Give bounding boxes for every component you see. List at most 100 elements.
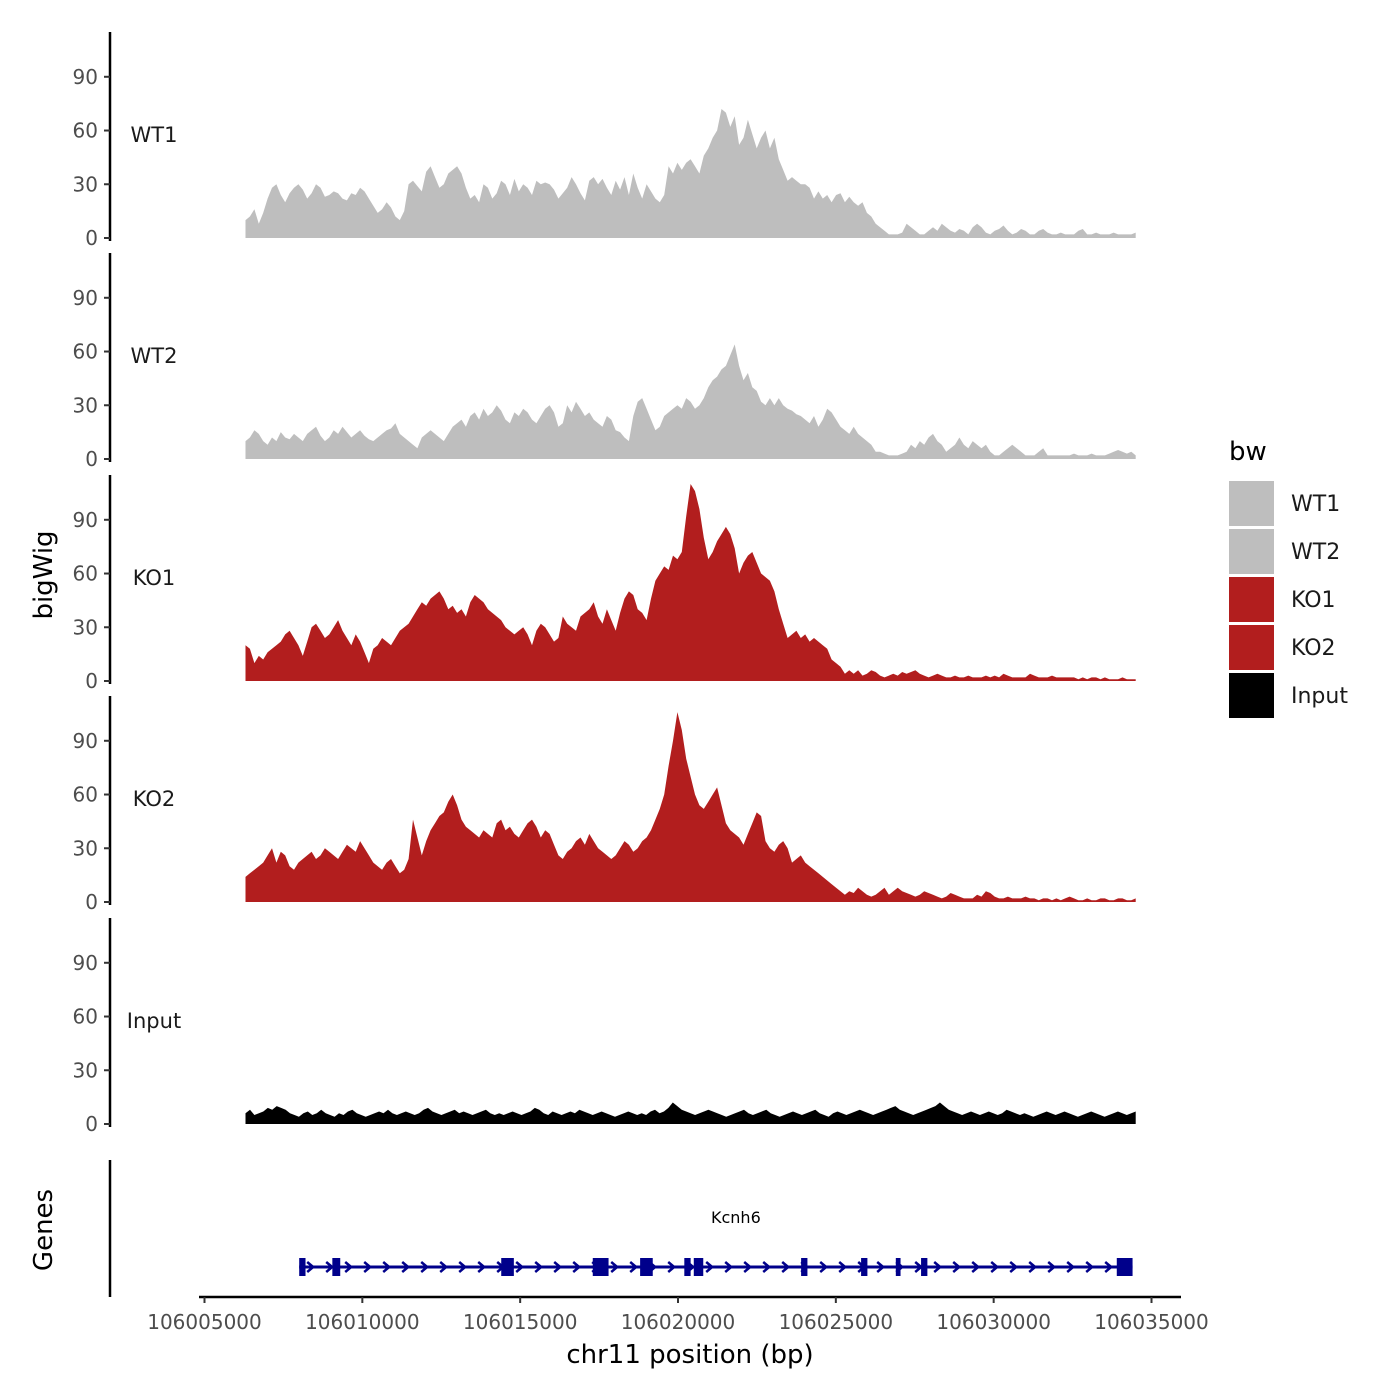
y-tick-label: 90 xyxy=(73,729,98,753)
y-tick-label: 60 xyxy=(73,1005,98,1029)
track-label-ko2: KO2 xyxy=(133,787,176,811)
legend-label-wt2: WT2 xyxy=(1291,540,1340,565)
y-tick-label: 60 xyxy=(73,562,98,586)
strand-arrow xyxy=(306,1261,316,1273)
track-ko2: 0 30 60 90 KO2 xyxy=(73,696,1136,914)
y-tick-label: 0 xyxy=(85,669,98,693)
y-tick-label: 30 xyxy=(73,1058,98,1082)
strand-arrow xyxy=(363,1261,373,1273)
y-tick-label: 30 xyxy=(73,615,98,639)
strand-arrow xyxy=(667,1261,677,1273)
strand-arrow xyxy=(1066,1261,1076,1273)
strand-arrow xyxy=(952,1261,962,1273)
y-tick-label: 90 xyxy=(73,65,98,89)
y-tick-label: 90 xyxy=(73,951,98,975)
y-tick-label: 0 xyxy=(85,890,98,914)
track-label-input: Input xyxy=(127,1009,181,1033)
strand-arrow xyxy=(629,1261,639,1273)
exon xyxy=(640,1258,653,1276)
gene-label: Kcnh6 xyxy=(711,1208,761,1227)
strand-arrow xyxy=(534,1261,544,1273)
strand-arrow xyxy=(458,1261,468,1273)
strand-arrow xyxy=(876,1261,886,1273)
legend-label-ko2: KO2 xyxy=(1291,636,1336,661)
exon xyxy=(501,1258,514,1276)
x-tick-label: 106015000 xyxy=(463,1310,578,1334)
y-tick-label: 0 xyxy=(85,1112,98,1136)
y-tick-label: 60 xyxy=(73,783,98,807)
exon xyxy=(332,1258,341,1276)
y-tick-label: 30 xyxy=(73,393,98,417)
y-axis-title: bigWig xyxy=(29,530,59,619)
strand-arrow xyxy=(762,1261,772,1273)
x-tick-label: 106030000 xyxy=(936,1310,1051,1334)
strand-arrow xyxy=(1085,1261,1095,1273)
exon xyxy=(299,1258,306,1276)
strand-arrow xyxy=(838,1261,848,1273)
track-input: 0 30 60 90 Input xyxy=(73,918,1136,1136)
strand-arrow xyxy=(572,1261,582,1273)
strand-arrow xyxy=(705,1261,715,1273)
y-tick-label: 30 xyxy=(73,172,98,196)
x-axis-title: chr11 position (bp) xyxy=(566,1340,813,1370)
track-ko1: 0 30 60 90 KO1 xyxy=(73,475,1136,693)
strand-arrow xyxy=(610,1261,620,1273)
gene-kcnh6: Kcnh6 xyxy=(299,1208,1133,1276)
legend: bw WT1 WT2 KO1 KO2 Input xyxy=(1229,437,1348,718)
legend-key-ko2 xyxy=(1229,625,1274,670)
y-tick-label: 30 xyxy=(73,836,98,860)
strand-arrow xyxy=(933,1261,943,1273)
exon xyxy=(592,1258,609,1276)
strand-arrow xyxy=(1028,1261,1038,1273)
strand-arrow xyxy=(1104,1261,1114,1273)
strand-arrow xyxy=(990,1261,1000,1273)
area-wt2 xyxy=(245,344,1136,459)
strand-arrow xyxy=(325,1261,335,1273)
x-tick-label: 106025000 xyxy=(779,1310,894,1334)
x-tick-label: 106035000 xyxy=(1094,1310,1209,1334)
strand-arrow xyxy=(1009,1261,1019,1273)
track-label-wt2: WT2 xyxy=(131,344,178,368)
legend-key-wt1 xyxy=(1229,481,1274,526)
strand-arrow xyxy=(382,1261,392,1273)
x-tick-label: 106005000 xyxy=(147,1310,262,1334)
strand-arrow xyxy=(743,1261,753,1273)
track-wt1: 0 30 60 90 WT1 xyxy=(73,32,1136,250)
strand-arrow xyxy=(971,1261,981,1273)
legend-key-ko1 xyxy=(1229,577,1274,622)
track-wt2: 0 30 60 90 WT2 xyxy=(73,253,1136,471)
strand-arrow xyxy=(1047,1261,1057,1273)
exon xyxy=(801,1258,808,1276)
strand-arrow xyxy=(515,1261,525,1273)
area-wt1 xyxy=(245,109,1136,238)
y-tick-label: 0 xyxy=(85,447,98,471)
area-ko2 xyxy=(245,712,1136,902)
x-tick-label: 106020000 xyxy=(621,1310,736,1334)
track-label-ko1: KO1 xyxy=(133,566,176,590)
strand-arrow xyxy=(819,1261,829,1273)
y-tick-label: 90 xyxy=(73,508,98,532)
exon xyxy=(1116,1258,1133,1276)
legend-label-input: Input xyxy=(1291,684,1348,709)
area-input xyxy=(245,1102,1136,1124)
legend-key-input xyxy=(1229,673,1274,718)
y-tick-label: 60 xyxy=(73,119,98,143)
strand-arrow xyxy=(724,1261,734,1273)
strand-arrow xyxy=(781,1261,791,1273)
exon xyxy=(693,1258,704,1276)
genes-axis-title: Genes xyxy=(29,1189,59,1271)
signal-tracks: 0 30 60 90 WT1 0 30 60 90 WT2 0 30 60 90 KO1 0 30 60 90 KO2… xyxy=(73,32,1136,1136)
legend-key-wt2 xyxy=(1229,529,1274,574)
y-tick-label: 60 xyxy=(73,340,98,364)
legend-label-wt1: WT1 xyxy=(1291,492,1340,517)
y-tick-label: 0 xyxy=(85,226,98,250)
strand-arrow xyxy=(344,1261,354,1273)
strand-arrow xyxy=(420,1261,430,1273)
gene-panel: Kcnh6 xyxy=(108,1160,1133,1297)
strand-arrow xyxy=(477,1261,487,1273)
exon xyxy=(684,1258,691,1276)
legend-label-ko1: KO1 xyxy=(1291,588,1336,613)
x-tick-label: 106010000 xyxy=(305,1310,420,1334)
y-tick-label: 90 xyxy=(73,286,98,310)
